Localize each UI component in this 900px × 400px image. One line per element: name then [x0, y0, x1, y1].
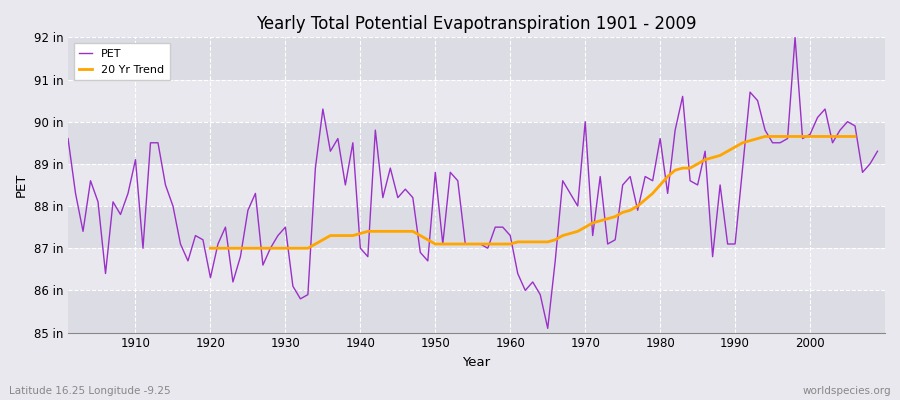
PET — [505, 233, 516, 238]
Text: worldspecies.org: worldspecies.org — [803, 386, 891, 396]
PET — [602, 242, 613, 246]
PET — [63, 136, 74, 141]
20 Yr Trend — [347, 233, 358, 238]
20 Yr Trend — [392, 229, 403, 234]
Bar — [68, 164, 885, 206]
Bar — [68, 37, 885, 80]
Y-axis label: PET: PET — [15, 173, 28, 197]
20 Yr Trend — [205, 246, 216, 251]
PET — [789, 35, 800, 40]
PET — [122, 191, 133, 196]
PET — [287, 284, 298, 288]
20 Yr Trend — [475, 242, 486, 246]
PET — [498, 225, 508, 230]
PET — [332, 136, 343, 141]
20 Yr Trend — [850, 134, 860, 139]
Text: Latitude 16.25 Longitude -9.25: Latitude 16.25 Longitude -9.25 — [9, 386, 171, 396]
Bar — [68, 122, 885, 164]
20 Yr Trend — [527, 240, 538, 244]
Bar — [68, 290, 885, 332]
Bar — [68, 248, 885, 290]
Legend: PET, 20 Yr Trend: PET, 20 Yr Trend — [74, 43, 170, 80]
Line: 20 Yr Trend: 20 Yr Trend — [211, 136, 855, 248]
20 Yr Trend — [730, 144, 741, 149]
X-axis label: Year: Year — [463, 356, 491, 369]
Line: PET: PET — [68, 37, 878, 328]
PET — [872, 149, 883, 154]
20 Yr Trend — [760, 134, 770, 139]
PET — [543, 326, 553, 331]
Bar — [68, 206, 885, 248]
Bar — [68, 80, 885, 122]
Title: Yearly Total Potential Evapotranspiration 1901 - 2009: Yearly Total Potential Evapotranspiratio… — [256, 15, 697, 33]
20 Yr Trend — [310, 242, 320, 246]
